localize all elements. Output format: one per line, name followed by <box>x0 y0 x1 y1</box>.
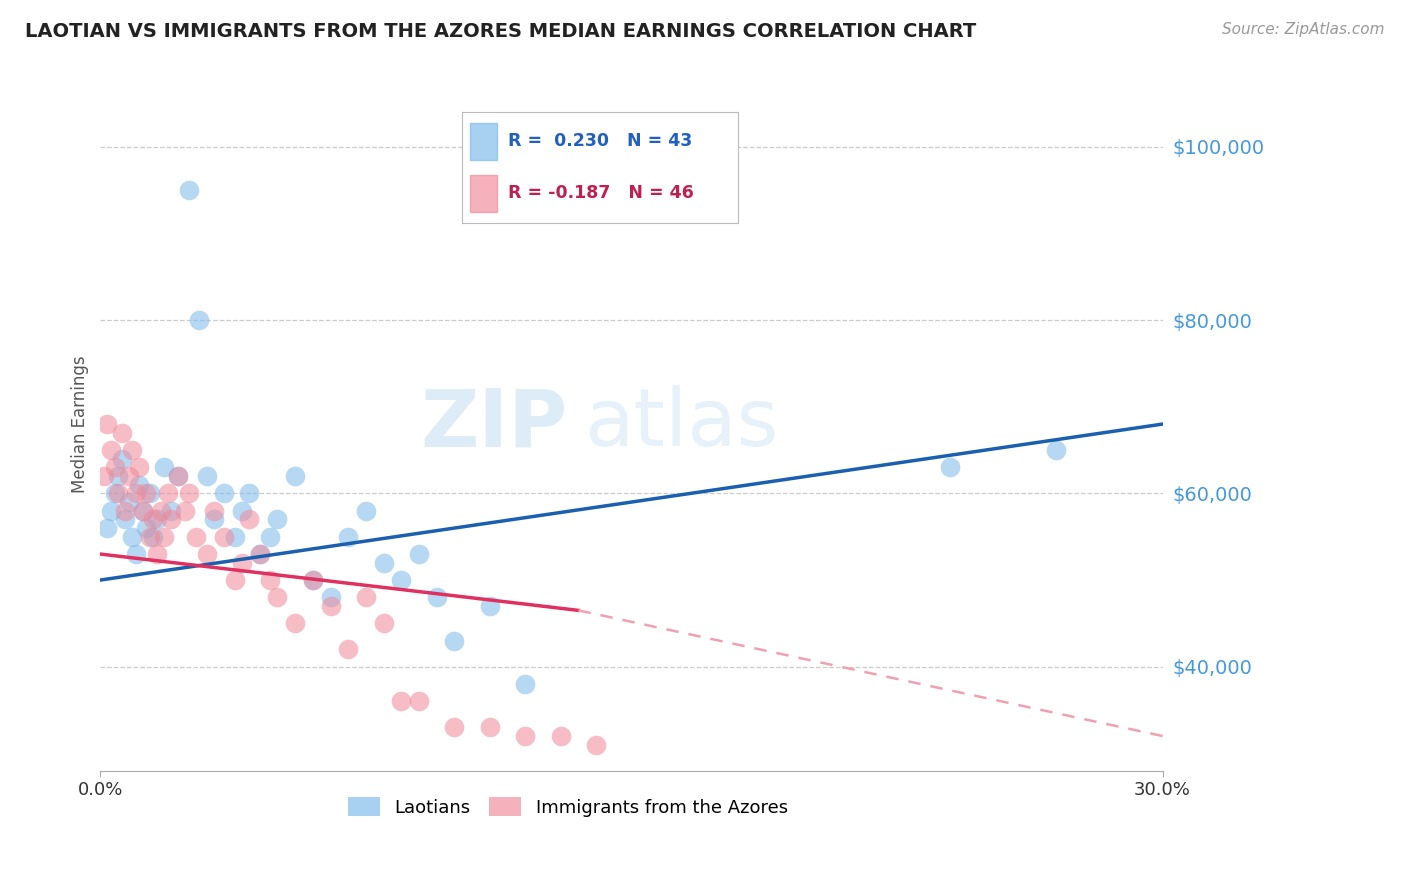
Point <box>389 694 412 708</box>
Text: LAOTIAN VS IMMIGRANTS FROM THE AZORES MEDIAN EARNINGS CORRELATION CHART: LAOTIAN VS IMMIGRANTS FROM THE AZORES ME… <box>25 22 977 41</box>
Point <box>174 504 197 518</box>
Point <box>103 486 125 500</box>
Text: atlas: atlas <box>583 385 778 463</box>
Point <box>107 486 129 500</box>
Point <box>156 486 179 500</box>
Point <box>224 573 246 587</box>
Point <box>118 469 141 483</box>
Point <box>100 443 122 458</box>
Point <box>478 599 501 613</box>
Point <box>128 477 150 491</box>
Point <box>202 512 225 526</box>
Point <box>373 616 395 631</box>
Point <box>284 616 307 631</box>
Point <box>107 469 129 483</box>
Point <box>478 720 501 734</box>
Point <box>135 486 157 500</box>
Point <box>408 694 430 708</box>
Point <box>177 183 200 197</box>
Point <box>354 591 377 605</box>
Point <box>202 504 225 518</box>
Point <box>284 469 307 483</box>
Point <box>110 451 132 466</box>
Point <box>128 460 150 475</box>
Point <box>238 486 260 500</box>
Point <box>224 530 246 544</box>
Point <box>167 469 190 483</box>
Point <box>149 504 172 518</box>
Point <box>426 591 449 605</box>
Point <box>259 573 281 587</box>
Point <box>515 677 537 691</box>
Point <box>319 591 342 605</box>
Point <box>188 313 211 327</box>
Point <box>1045 443 1067 458</box>
Point <box>114 504 136 518</box>
Point <box>153 460 176 475</box>
Point <box>337 642 360 657</box>
Legend: Laotians, Immigrants from the Azores: Laotians, Immigrants from the Azores <box>340 790 794 824</box>
Point <box>515 729 537 743</box>
Point <box>301 573 323 587</box>
Point <box>249 547 271 561</box>
Point <box>118 495 141 509</box>
Point <box>214 486 236 500</box>
Point <box>266 591 288 605</box>
Y-axis label: Median Earnings: Median Earnings <box>72 355 89 493</box>
Point <box>354 504 377 518</box>
Point <box>231 504 253 518</box>
Point <box>110 425 132 440</box>
Point <box>301 573 323 587</box>
Point <box>125 486 148 500</box>
Point <box>337 530 360 544</box>
Point <box>259 530 281 544</box>
Point <box>266 512 288 526</box>
Point <box>160 504 183 518</box>
Point <box>132 504 155 518</box>
Point <box>132 504 155 518</box>
Point <box>389 573 412 587</box>
Point <box>177 486 200 500</box>
Point <box>408 547 430 561</box>
Point <box>585 738 607 752</box>
Point <box>249 547 271 561</box>
Point <box>139 530 162 544</box>
Point <box>214 530 236 544</box>
Point <box>135 521 157 535</box>
Point <box>319 599 342 613</box>
Point <box>373 556 395 570</box>
Point <box>167 469 190 483</box>
Point <box>160 512 183 526</box>
Point <box>100 504 122 518</box>
Point <box>195 547 218 561</box>
Point <box>139 486 162 500</box>
Point <box>443 720 465 734</box>
Point <box>96 521 118 535</box>
Point <box>114 512 136 526</box>
Point <box>153 530 176 544</box>
Point <box>121 443 143 458</box>
Point <box>146 547 169 561</box>
Point <box>121 530 143 544</box>
Point <box>96 417 118 431</box>
Point <box>184 530 207 544</box>
Point <box>443 633 465 648</box>
Point <box>103 460 125 475</box>
Text: Source: ZipAtlas.com: Source: ZipAtlas.com <box>1222 22 1385 37</box>
Point <box>231 556 253 570</box>
Text: ZIP: ZIP <box>420 385 568 463</box>
Point <box>550 729 572 743</box>
Point <box>142 530 165 544</box>
Point <box>195 469 218 483</box>
Point <box>146 512 169 526</box>
Point <box>939 460 962 475</box>
Point <box>93 469 115 483</box>
Point <box>238 512 260 526</box>
Point <box>125 547 148 561</box>
Point <box>142 512 165 526</box>
